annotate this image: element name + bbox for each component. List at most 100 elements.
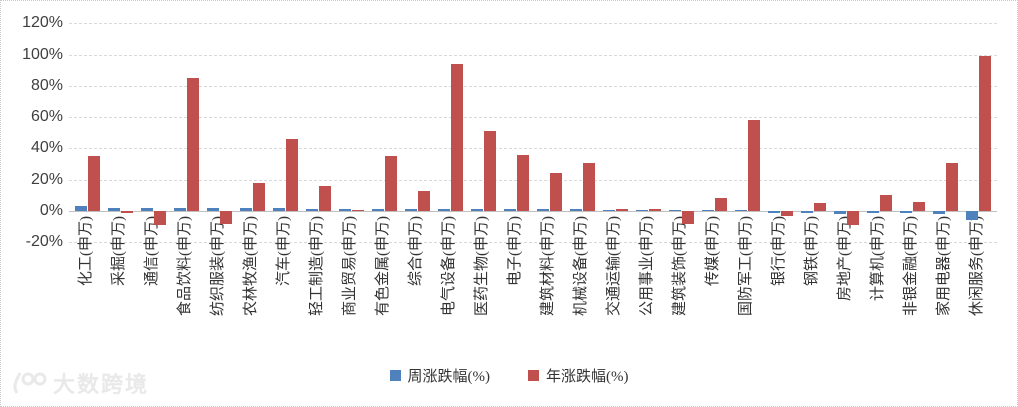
x-category-label: 银行(申万)	[770, 216, 787, 286]
x-category-label: 有色金属(申万)	[374, 216, 391, 316]
x-category-label: 通信(申万)	[143, 216, 160, 286]
legend-item-weekly: 周涨跌幅(%)	[389, 365, 491, 386]
legend-item-yearly: 年涨跌幅(%)	[528, 365, 629, 386]
bar-yearly	[286, 139, 298, 211]
bar-yearly	[121, 211, 133, 213]
bar-weekly	[141, 207, 153, 211]
bar-weekly	[834, 211, 846, 215]
x-category-label: 计算机(申万)	[869, 216, 886, 301]
x-category-label: 电气设备(申万)	[440, 216, 457, 316]
bar-weekly	[306, 209, 318, 211]
bar-weekly	[537, 209, 549, 211]
y-tick-label: 40%	[30, 139, 63, 157]
bar-weekly	[900, 211, 912, 214]
bar-yearly	[187, 78, 199, 211]
legend-label-yearly: 年涨跌幅(%)	[546, 368, 629, 385]
bar-weekly	[966, 211, 978, 220]
bar-weekly	[405, 209, 417, 211]
x-category-label: 化工(申万)	[77, 216, 94, 286]
bar-yearly	[913, 201, 925, 211]
bar-yearly	[319, 185, 331, 211]
watermark: 大数跨境	[11, 367, 149, 399]
x-category-label: 采掘(申万)	[110, 216, 127, 286]
bar-weekly	[636, 210, 648, 211]
bar-weekly	[438, 209, 450, 211]
gridline-120	[69, 23, 997, 25]
gridline-100	[69, 54, 997, 56]
bar-yearly	[385, 156, 397, 211]
gridline-0	[69, 211, 997, 212]
bar-yearly	[682, 211, 694, 224]
bar-weekly	[702, 210, 714, 211]
x-category-label: 农林牧渔(申万)	[242, 216, 259, 316]
gridline-80	[69, 85, 997, 87]
x-category-label: 纺织服装(申万)	[209, 216, 226, 316]
x-category-label: 医药生物(申万)	[473, 216, 490, 316]
bar-weekly	[603, 210, 615, 211]
bar-yearly	[220, 211, 232, 224]
y-tick-label: 100%	[22, 45, 63, 63]
bar-yearly	[979, 56, 991, 211]
legend: 周涨跌幅(%) 年涨跌幅(%)	[1, 365, 1017, 385]
y-tick-label: 80%	[30, 76, 63, 94]
x-category-label: 电子(申万)	[506, 216, 523, 286]
gridline-20	[69, 179, 997, 181]
legend-label-weekly: 周涨跌幅(%)	[407, 368, 491, 385]
bar-yearly	[418, 190, 430, 211]
bar-yearly	[715, 198, 727, 211]
legend-swatch-weekly	[389, 369, 401, 381]
x-category-label: 钢铁(申万)	[803, 216, 820, 286]
bar-weekly	[108, 207, 120, 211]
gridline-60	[69, 117, 997, 119]
bar-yearly	[880, 195, 892, 211]
x-category-label: 机械设备(申万)	[572, 216, 589, 316]
x-category-label: 汽车(申万)	[275, 216, 292, 286]
bar-yearly	[616, 208, 628, 211]
x-category-label: 建筑材料(申万)	[539, 216, 556, 316]
bar-weekly	[207, 207, 219, 211]
y-tick-label: 20%	[30, 170, 63, 188]
bar-weekly	[669, 210, 681, 211]
gridline-40	[69, 148, 997, 150]
x-category-label: 交通运输(申万)	[605, 216, 622, 316]
bar-weekly	[504, 209, 516, 211]
bar-weekly	[735, 210, 747, 211]
x-category-label: 家用电器(申万)	[935, 216, 952, 316]
bar-yearly	[88, 156, 100, 211]
bar-yearly	[517, 154, 529, 211]
x-category-label: 传媒(申万)	[704, 216, 721, 286]
y-tick-label: -20%	[25, 233, 63, 251]
bar-weekly	[240, 207, 252, 211]
bar-yearly	[748, 120, 760, 211]
bar-weekly	[372, 209, 384, 211]
x-category-label: 国防军工(申万)	[737, 216, 754, 316]
bar-yearly	[649, 209, 661, 211]
bar-yearly	[253, 182, 265, 211]
x-category-label: 非银金融(申万)	[902, 216, 919, 316]
bar-yearly	[352, 210, 364, 211]
watermark-logo-icon	[13, 372, 47, 394]
y-tick-label: 0%	[39, 202, 63, 219]
x-category-label: 房地产(申万)	[836, 216, 853, 301]
x-category-label: 休闲服务(申万)	[968, 216, 985, 316]
bar-yearly	[583, 162, 595, 211]
bar-yearly	[451, 63, 463, 211]
bar-weekly	[801, 211, 813, 214]
bar-yearly	[154, 211, 166, 226]
bar-weekly	[867, 211, 879, 214]
bar-weekly	[339, 209, 351, 211]
x-category-label: 轻工制造(申万)	[308, 216, 325, 316]
x-category-label: 综合(申万)	[407, 216, 424, 286]
bar-yearly	[781, 211, 793, 216]
bar-yearly	[550, 173, 562, 211]
gridline--20	[69, 242, 997, 244]
bar-weekly	[75, 206, 87, 211]
x-category-label: 食品饮料(申万)	[176, 216, 193, 316]
y-tick-label: 120%	[22, 14, 63, 32]
bar-yearly	[484, 131, 496, 211]
y-tick-label: 60%	[30, 108, 63, 126]
bar-weekly	[768, 211, 780, 214]
bar-weekly	[273, 207, 285, 211]
bar-weekly	[174, 207, 186, 211]
